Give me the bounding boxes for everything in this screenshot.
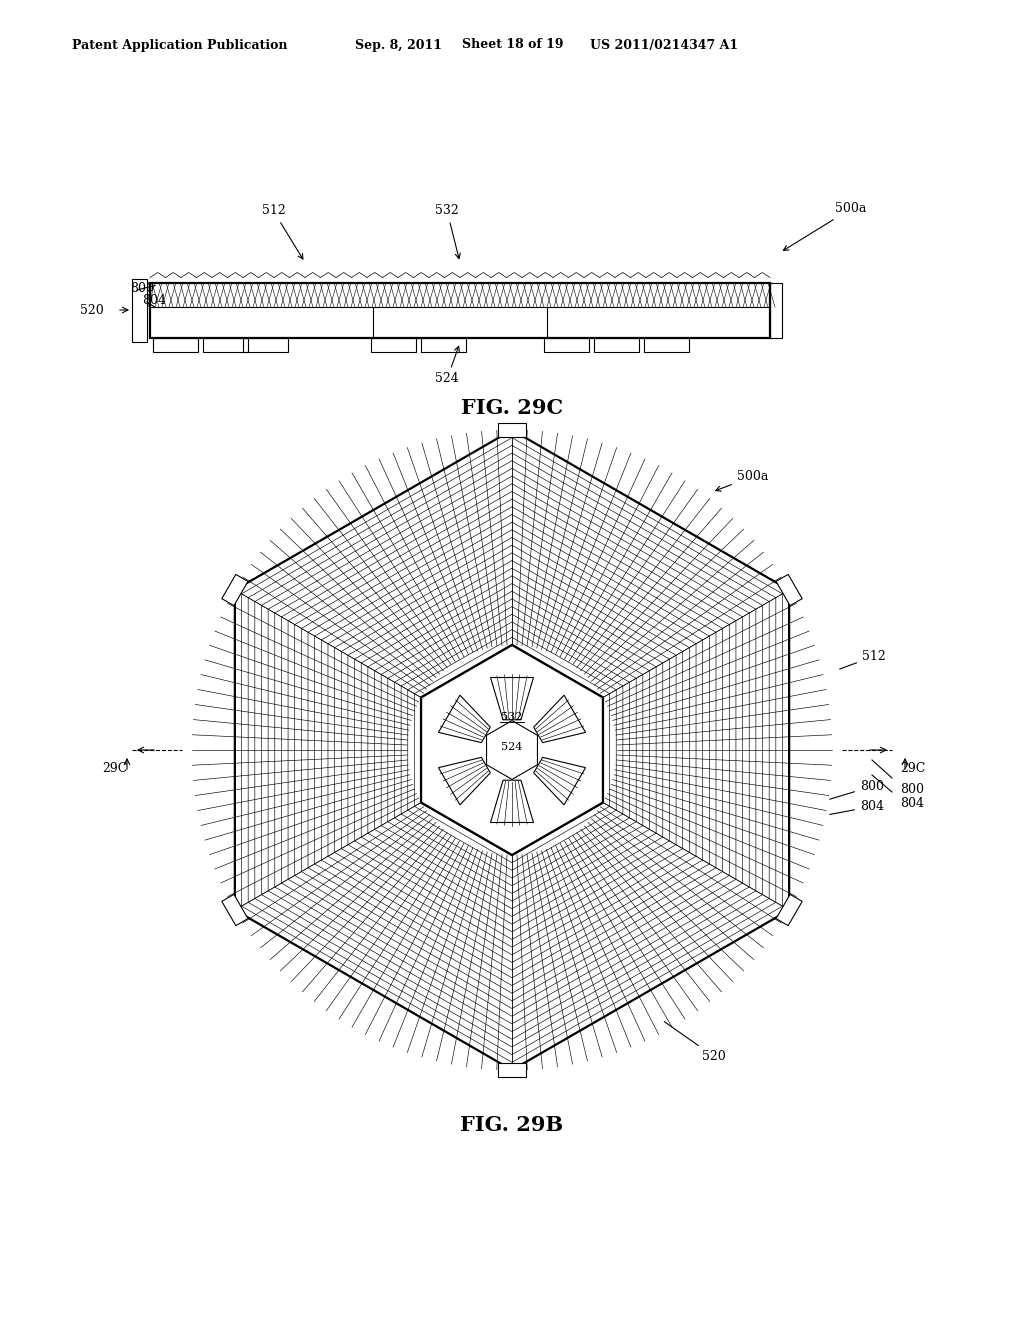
- Bar: [150, 282, 770, 338]
- Text: 524: 524: [435, 346, 460, 385]
- Polygon shape: [222, 574, 248, 606]
- Text: 500a: 500a: [716, 470, 768, 491]
- Bar: [371, 338, 416, 351]
- Bar: [644, 338, 689, 351]
- Text: Sheet 18 of 19: Sheet 18 of 19: [462, 38, 563, 51]
- Bar: [132, 279, 147, 342]
- Text: Patent Application Publication: Patent Application Publication: [72, 38, 288, 51]
- Bar: [203, 338, 248, 351]
- Text: 532: 532: [502, 711, 522, 722]
- Text: 804: 804: [829, 800, 884, 814]
- Text: 804: 804: [142, 293, 166, 306]
- Bar: [545, 338, 589, 351]
- Polygon shape: [534, 758, 586, 805]
- Text: 29C: 29C: [900, 762, 926, 775]
- Polygon shape: [498, 1063, 526, 1077]
- Text: 512: 512: [261, 205, 303, 259]
- Polygon shape: [222, 895, 248, 925]
- Polygon shape: [776, 574, 802, 606]
- Text: 512: 512: [840, 649, 886, 669]
- Polygon shape: [486, 721, 538, 779]
- Polygon shape: [438, 696, 490, 743]
- Polygon shape: [776, 895, 802, 925]
- Text: US 2011/0214347 A1: US 2011/0214347 A1: [590, 38, 738, 51]
- Text: 804: 804: [900, 797, 924, 810]
- Text: 524: 524: [502, 742, 522, 752]
- Text: FIG. 29B: FIG. 29B: [461, 1115, 563, 1135]
- Text: 800: 800: [900, 783, 924, 796]
- Text: 532: 532: [435, 205, 460, 259]
- Bar: [594, 338, 639, 351]
- Text: 520: 520: [80, 304, 104, 317]
- Text: 500a: 500a: [783, 202, 866, 251]
- Polygon shape: [490, 677, 534, 719]
- Bar: [153, 338, 198, 351]
- Polygon shape: [438, 758, 490, 805]
- Polygon shape: [490, 780, 534, 822]
- Text: 520: 520: [665, 1022, 726, 1063]
- Text: 29C: 29C: [102, 762, 127, 775]
- Bar: [421, 338, 466, 351]
- Bar: [770, 282, 782, 338]
- Text: 800: 800: [130, 281, 154, 294]
- Bar: [243, 338, 288, 351]
- Polygon shape: [421, 645, 603, 855]
- Text: FIG. 29C: FIG. 29C: [461, 397, 563, 417]
- Text: Sep. 8, 2011: Sep. 8, 2011: [355, 38, 442, 51]
- Text: 800: 800: [829, 780, 884, 799]
- Polygon shape: [534, 696, 586, 743]
- Polygon shape: [498, 422, 526, 437]
